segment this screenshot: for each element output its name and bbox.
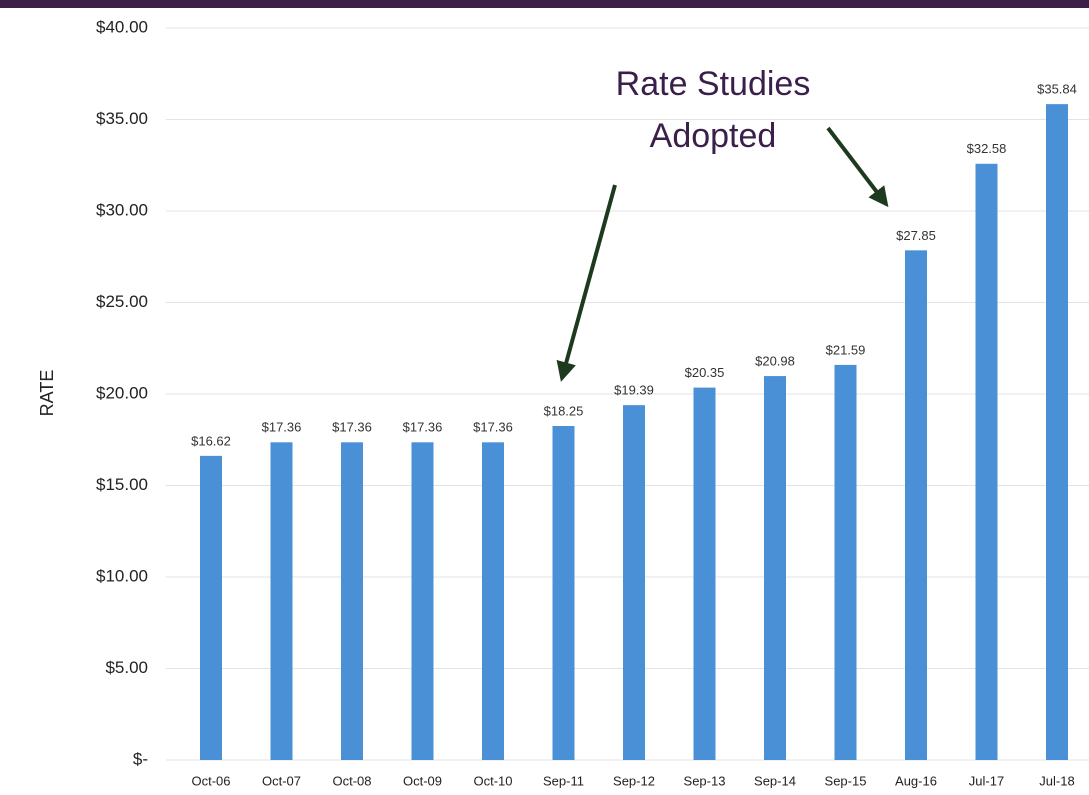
bar xyxy=(341,442,363,760)
value-label: $35.84 xyxy=(1037,82,1077,97)
bar xyxy=(1046,104,1068,761)
annotation: Rate Studies xyxy=(616,65,811,103)
y-tick-label: $5.00 xyxy=(105,658,148,677)
arrow xyxy=(556,184,617,382)
x-tick-label: Sep-12 xyxy=(613,773,655,788)
bar xyxy=(623,405,645,760)
bar xyxy=(411,442,434,760)
value-label: $17.36 xyxy=(403,420,443,435)
bar xyxy=(905,250,927,760)
y-tick-label: $- xyxy=(133,749,148,768)
value-label: $21.59 xyxy=(826,342,866,357)
value-label: $18.25 xyxy=(544,403,584,418)
value-label: $20.98 xyxy=(755,354,795,369)
x-tick-label: Aug-16 xyxy=(895,773,937,788)
value-label: $19.39 xyxy=(614,383,654,398)
header-bar xyxy=(0,0,1089,8)
value-label: $17.36 xyxy=(262,420,302,435)
x-tick-label: Sep-13 xyxy=(684,773,726,788)
value-label: $32.58 xyxy=(967,141,1007,156)
bar xyxy=(834,364,857,760)
bar xyxy=(693,387,716,760)
value-label: $17.36 xyxy=(332,420,372,435)
arrow xyxy=(826,126,889,208)
value-label: $16.62 xyxy=(191,433,231,448)
y-tick-label: $35.00 xyxy=(96,109,148,128)
y-tick-label: $30.00 xyxy=(96,200,148,219)
x-tick-label: Oct-08 xyxy=(332,773,371,788)
value-label: $20.35 xyxy=(685,365,725,380)
x-tick-label: Sep-15 xyxy=(825,773,867,788)
y-tick-label: $10.00 xyxy=(96,566,148,585)
y-tick-label: $25.00 xyxy=(96,292,148,311)
x-tick-label: Oct-09 xyxy=(403,773,442,788)
value-label: $27.85 xyxy=(896,228,936,243)
y-tick-label: $15.00 xyxy=(96,475,148,494)
x-tick-label: Oct-10 xyxy=(473,773,512,788)
x-tick-label: Oct-06 xyxy=(191,773,230,788)
bar xyxy=(975,163,998,760)
bar xyxy=(200,455,222,760)
x-tick-label: Jul-18 xyxy=(1039,773,1074,788)
value-label: $17.36 xyxy=(473,420,513,435)
x-tick-label: Sep-11 xyxy=(543,773,584,788)
x-tick-label: Jul-17 xyxy=(969,773,1004,788)
x-tick-label: Oct-07 xyxy=(262,773,301,788)
bar xyxy=(482,442,504,760)
x-tick-label: Sep-14 xyxy=(754,773,796,788)
bar xyxy=(552,426,575,760)
y-tick-label: $20.00 xyxy=(96,383,148,402)
bar xyxy=(764,376,786,760)
y-axis-label: RATE xyxy=(37,370,57,417)
annotation: Adopted xyxy=(650,117,777,155)
y-tick-label: $40.00 xyxy=(96,17,148,36)
plot: $- $5.00 $10.00 $15.00 $20.00 $25.00 $30.00 $35… xyxy=(96,17,1089,788)
bar xyxy=(270,442,293,760)
